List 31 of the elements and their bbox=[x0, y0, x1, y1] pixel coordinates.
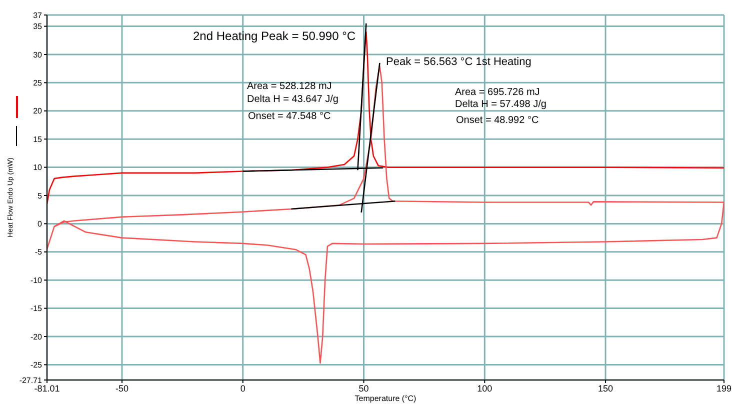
x-tick-label: 199 bbox=[716, 383, 732, 394]
x-tick-label: -50 bbox=[115, 383, 128, 394]
y-tick-label: 20 bbox=[33, 106, 43, 116]
y-tick-label: 15 bbox=[33, 134, 43, 144]
y-tick-label: -10 bbox=[30, 276, 43, 285]
annotation: Area = 695.726 mJ bbox=[455, 87, 540, 98]
x-axis-title: Temperature (°C) bbox=[354, 394, 417, 403]
x-tick-label: -81.01 bbox=[34, 383, 60, 394]
y-tick-label: 35 bbox=[33, 22, 43, 32]
annotation: Peak = 56.563 °C 1st Heating bbox=[386, 56, 532, 68]
annotation: Area = 528.128 mJ bbox=[247, 81, 332, 92]
y-tick-label: 37 bbox=[33, 10, 43, 20]
y-tick-label: 25 bbox=[33, 78, 43, 88]
x-tick-label: 0 bbox=[240, 383, 246, 394]
y-tick-label: 30 bbox=[33, 50, 43, 60]
y-tick-label: -25 bbox=[30, 360, 43, 370]
y-tick-label: 5 bbox=[38, 191, 43, 200]
y-tick-label: -27.71 bbox=[19, 376, 43, 385]
annotation: 2nd Heating Peak = 50.990 °C bbox=[193, 29, 356, 43]
x-tick-label: 150 bbox=[598, 383, 614, 394]
y-tick-label: 10 bbox=[33, 163, 43, 172]
y-tick-label: -5 bbox=[34, 248, 43, 257]
y-tick-label: -20 bbox=[30, 332, 43, 342]
annotation: Onset = 48.992 °C bbox=[456, 115, 539, 126]
x-tick-label: 100 bbox=[477, 383, 492, 394]
annotation: Delta H = 43.647 J/g bbox=[247, 94, 338, 105]
annotation: Onset = 47.548 °C bbox=[248, 111, 331, 122]
x-tick-label: 50 bbox=[358, 383, 369, 394]
annotation: Delta H = 57.498 J/g bbox=[455, 99, 546, 110]
y-tick-label: 0 bbox=[38, 220, 43, 229]
y-tick-label: -15 bbox=[30, 304, 43, 314]
